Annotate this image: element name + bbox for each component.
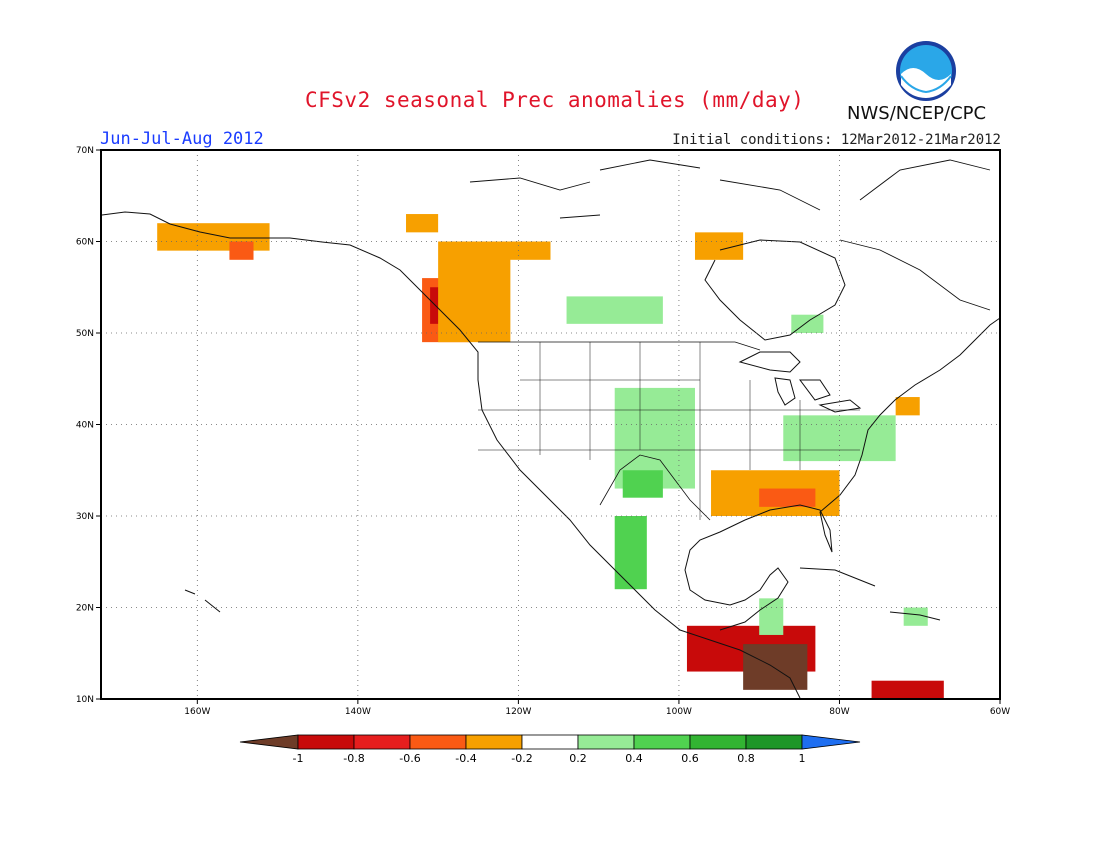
colorbar-label: -0.2 xyxy=(511,752,532,765)
colorbar-swatch xyxy=(521,734,579,750)
colorbar-label: 0.6 xyxy=(681,752,699,765)
colorbar-arrow-low xyxy=(239,734,299,750)
y-tick-label: 20N xyxy=(76,604,94,614)
anomaly-region-caribbean-south xyxy=(871,680,944,699)
colorbar-swatch xyxy=(297,734,355,750)
anomaly-region-nw-territories xyxy=(454,241,551,260)
noaa-logo-icon xyxy=(895,40,957,102)
colorbar-swatch xyxy=(633,734,691,750)
anomaly-region-southeast-dry xyxy=(759,488,816,507)
y-tick-label: 40N xyxy=(76,421,94,431)
colorbar-arrow-high xyxy=(801,734,861,750)
us-border xyxy=(478,341,761,521)
initial-conditions-label: Initial conditions: 12Mar2012-21Mar2012 xyxy=(672,132,1001,148)
colorbar-label: -0.4 xyxy=(455,752,476,765)
great-lakes-outline xyxy=(738,351,862,413)
colorbar-label: 1 xyxy=(799,752,806,765)
anomaly-region-yucatan xyxy=(759,598,784,635)
x-tick-label: 100W xyxy=(666,707,692,717)
x-tick-label: 120W xyxy=(505,707,531,717)
colorbar-label: -0.8 xyxy=(343,752,364,765)
anomaly-region-central-america-strong xyxy=(743,644,808,690)
colorbar-swatch xyxy=(409,734,467,750)
agency-label: NWS/NCEP/CPC xyxy=(847,103,987,124)
x-tick-label: 80W xyxy=(829,707,849,717)
anomaly-region-alaska-peninsula xyxy=(229,241,254,260)
anomaly-region-new-mexico xyxy=(622,470,663,498)
colorbar-swatch xyxy=(465,734,523,750)
anomaly-region-new-england xyxy=(895,397,920,416)
colorbar-label: -0.6 xyxy=(399,752,420,765)
arctic-islands xyxy=(469,159,991,311)
north-america-coastline xyxy=(101,211,1001,699)
colorbar-swatch xyxy=(577,734,635,750)
x-tick-label: 160W xyxy=(184,707,210,717)
anomaly-region-saskatchewan xyxy=(566,296,663,324)
colorbar-swatch xyxy=(689,734,747,750)
season-label: Jun-Jul-Aug 2012 xyxy=(100,129,264,149)
y-tick-label: 70N xyxy=(76,146,94,156)
colorbar-swatch xyxy=(353,734,411,750)
colorbar-label: 0.4 xyxy=(625,752,643,765)
anomaly-region-yukon xyxy=(406,214,439,233)
x-tick-label: 140W xyxy=(345,707,371,717)
colorbar-label: 0.2 xyxy=(569,752,587,765)
anomaly-region-mexico-west xyxy=(614,516,647,590)
caribbean-islands xyxy=(184,567,941,621)
colorbar-label: 0.8 xyxy=(737,752,755,765)
y-tick-label: 10N xyxy=(76,695,94,705)
y-tick-label: 30N xyxy=(76,512,94,522)
state-lines xyxy=(478,342,860,520)
colorbar-label: -1 xyxy=(293,752,304,765)
anomaly-region-hispaniola xyxy=(903,607,928,626)
colorbar: -1 -0.8 -0.6 -0.4 -0.2 0.2 0.4 0.6 0.8 1 xyxy=(239,734,861,765)
y-tick-label: 50N xyxy=(76,329,94,339)
hudson-bay-outline xyxy=(704,239,846,341)
anomaly-region-mid-atlantic xyxy=(783,415,896,462)
x-tick-label: 60W xyxy=(990,707,1010,717)
chart-title: CFSv2 seasonal Prec anomalies (mm/day) xyxy=(305,88,805,112)
colorbar-swatch xyxy=(745,734,803,750)
y-tick-label: 60N xyxy=(76,238,94,248)
